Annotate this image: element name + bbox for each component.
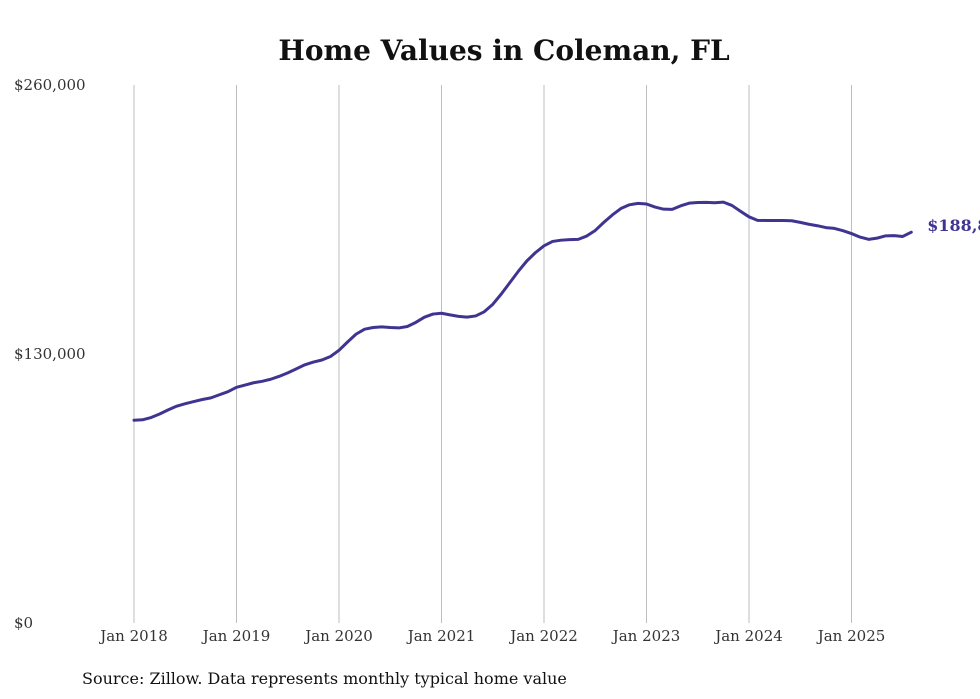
y-tick-label: $130,000	[14, 345, 86, 363]
y-tick-label: $0	[14, 614, 33, 632]
x-tick-label: Jan 2023	[611, 627, 681, 645]
gridlines	[133, 85, 852, 623]
x-tick-label: Jan 2020	[303, 627, 373, 645]
y-tick-label: $260,000	[14, 76, 86, 94]
x-axis-ticks: Jan 2018 Jan 2019 Jan 2020 Jan 2021 Jan 2022…	[98, 627, 885, 645]
y-axis-ticks: $0 $130,000 $260,000	[14, 76, 86, 632]
x-tick-label: Jan 2025	[816, 627, 886, 645]
x-tick-label: Jan 2018	[98, 627, 168, 645]
source-note: Source: Zillow. Data represents monthly …	[82, 669, 567, 688]
home-value-line	[132, 200, 913, 422]
x-tick-label: Jan 2024	[713, 627, 783, 645]
chart-title: Home Values in Coleman, FL	[278, 34, 730, 67]
x-tick-label: Jan 2019	[201, 627, 271, 645]
latest-value-label: $188,868	[927, 216, 980, 235]
x-tick-label: Jan 2021	[406, 627, 476, 645]
x-tick-label: Jan 2022	[508, 627, 578, 645]
